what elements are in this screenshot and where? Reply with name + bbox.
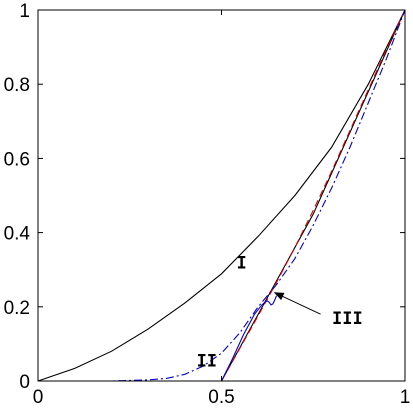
y-tick-label: 0.8 bbox=[4, 75, 30, 96]
region-label: II bbox=[197, 352, 217, 372]
chart-lines bbox=[37, 9, 406, 382]
series-line-1 bbox=[37, 9, 406, 382]
series-line-2 bbox=[221, 9, 406, 382]
x-tick-label: 1 bbox=[400, 387, 411, 408]
x-tick-label: 0.5 bbox=[208, 387, 234, 408]
y-tick-label: 1 bbox=[19, 1, 30, 22]
series-line-5 bbox=[38, 9, 406, 382]
annotation-arrow bbox=[273, 292, 321, 315]
chart-ticks: 0 0.5 1 0 0.2 0.4 0.6 0.8 1 bbox=[4, 1, 411, 408]
series-line-4 bbox=[221, 295, 278, 382]
x-tick-label: 0 bbox=[33, 387, 44, 408]
y-tick-label: 0.6 bbox=[4, 149, 30, 170]
y-tick-label: 0 bbox=[19, 372, 30, 393]
region-label: III bbox=[332, 309, 363, 329]
y-tick-label: 0.2 bbox=[4, 298, 30, 319]
y-tick-label: 0.4 bbox=[4, 224, 31, 245]
series-line-3 bbox=[221, 9, 406, 382]
region-label: I bbox=[237, 253, 247, 273]
